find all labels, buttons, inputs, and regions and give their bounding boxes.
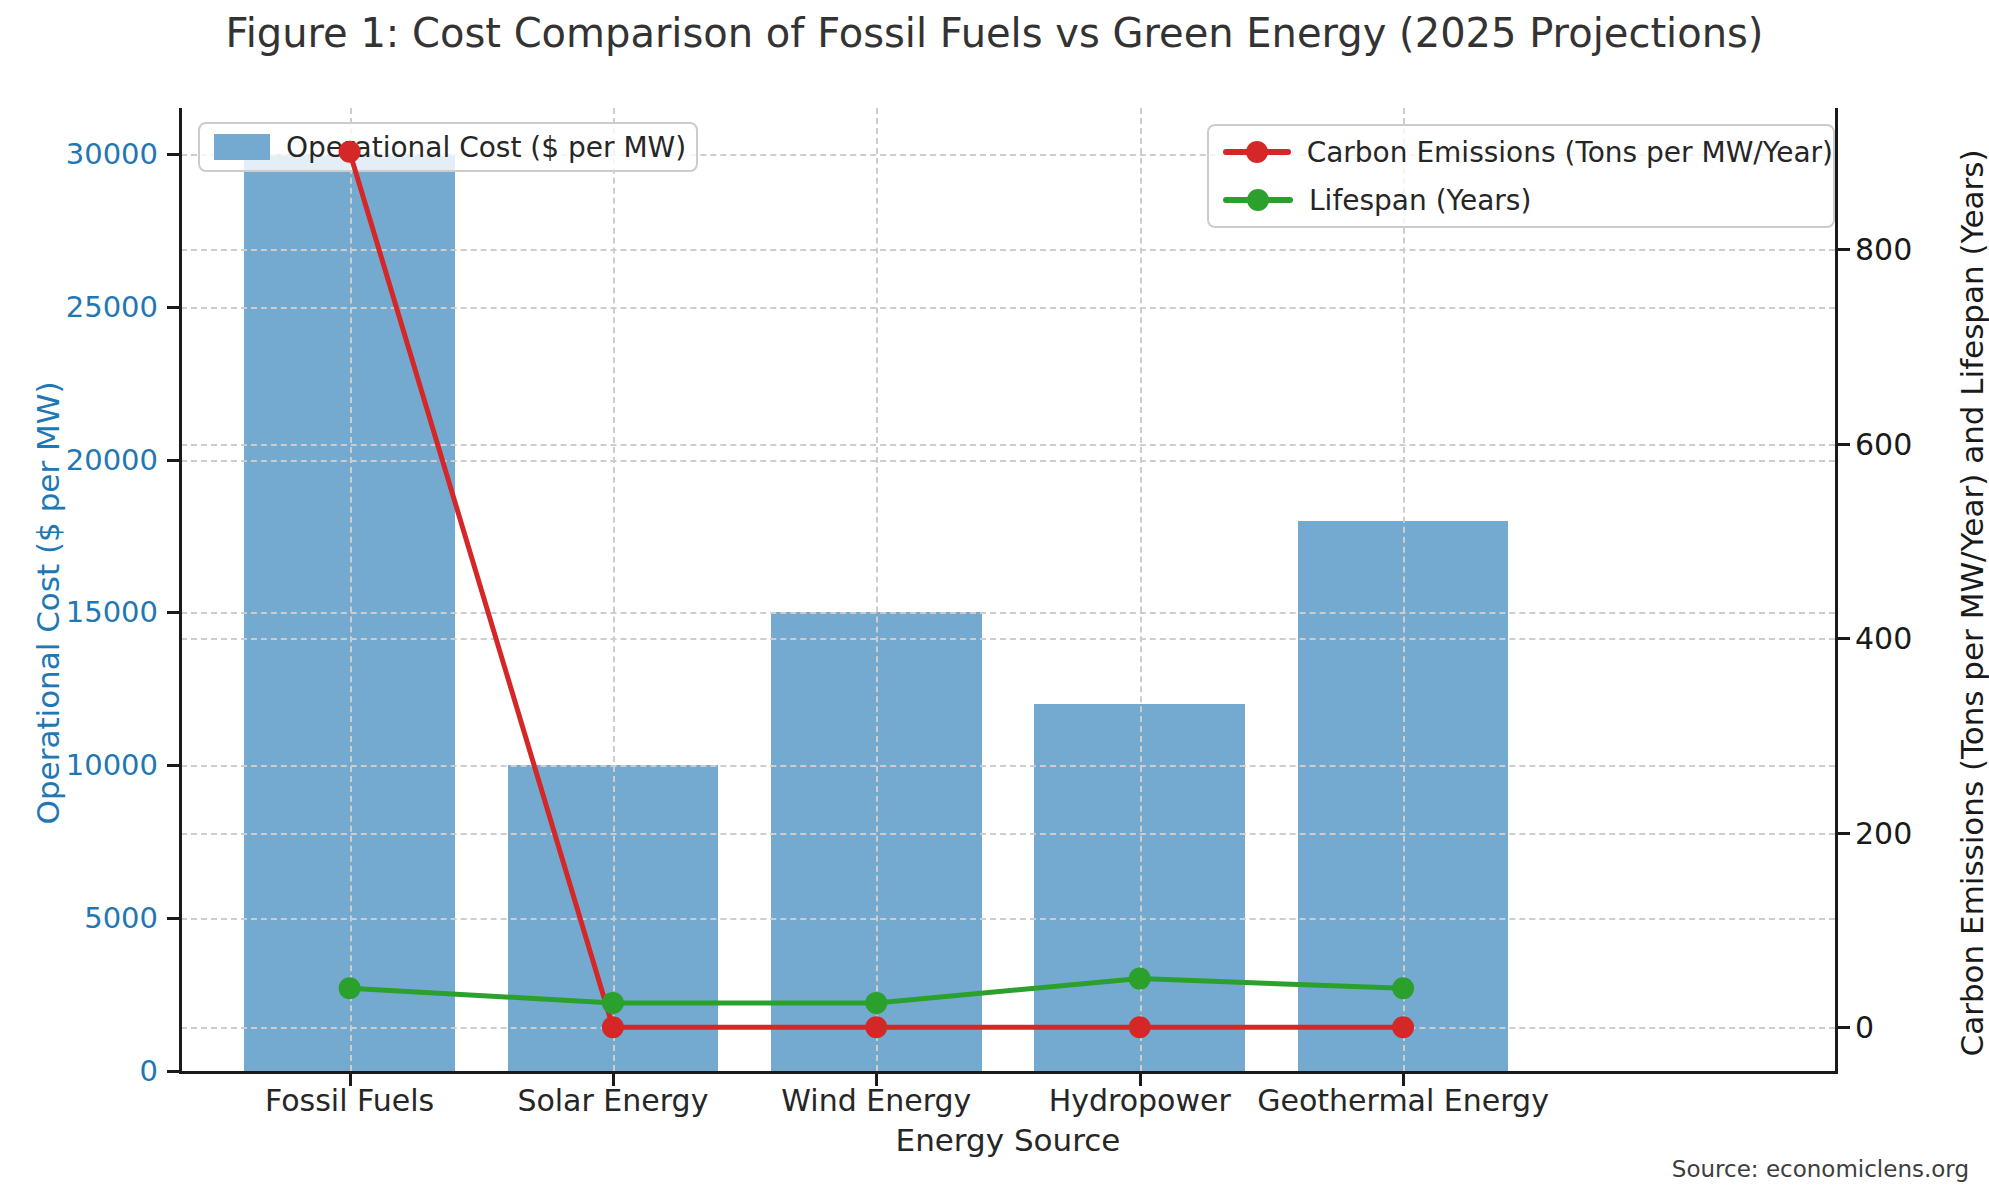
right-tick-0: [1838, 1026, 1850, 1029]
lifespan-legend-label: Lifespan (Years): [1309, 184, 1531, 217]
x-axis-title: Energy Source: [798, 1122, 1218, 1158]
lifespan-years-point-solar-energy: [602, 992, 624, 1014]
right-tick-label-0: 0: [1855, 1010, 1874, 1045]
left-tick-label-20000: 20000: [28, 443, 158, 477]
figure-canvas: Figure 1: Cost Comparison of Fossil Fuel…: [0, 0, 1989, 1197]
left-tick-label-25000: 25000: [28, 290, 158, 324]
carbon-emissions-legend-marker: [1223, 149, 1291, 155]
legend-row-lifespan: Lifespan (Years): [1223, 180, 1833, 220]
left-tick-label-15000: 15000: [28, 595, 158, 629]
left-tick-25000: [167, 306, 179, 309]
carbon-emissions-tons-per-mw-year-point-hydropower: [1129, 1016, 1151, 1038]
left-tick-0: [167, 1070, 179, 1073]
lifespan-legend-marker: [1223, 197, 1293, 203]
right-tick-label-600: 600: [1855, 426, 1912, 461]
legend-lines: Carbon Emissions (Tons per MW/Year) Life…: [1207, 124, 1835, 228]
x-tick-geothermal-energy: [1402, 1074, 1405, 1086]
left-tick-20000: [167, 459, 179, 462]
lifespan-years-point-geothermal-energy: [1392, 977, 1414, 999]
lifespan-years-point-fossil-fuels: [339, 977, 361, 999]
left-tick-5000: [167, 917, 179, 920]
lifespan-years-point-wind-energy: [865, 992, 887, 1014]
left-tick-30000: [167, 153, 179, 156]
right-y-axis-title: Carbon Emissions (Tons per MW/Year) and …: [1954, 63, 1989, 1143]
left-tick-label-10000: 10000: [28, 748, 158, 782]
lifespan-legend-dot: [1247, 189, 1269, 211]
carbon-emissions-tons-per-mw-year-point-geothermal-energy: [1392, 1016, 1414, 1038]
right-tick-400: [1838, 637, 1850, 640]
x-tick-hydropower: [1139, 1074, 1142, 1086]
left-tick-10000: [167, 764, 179, 767]
right-tick-label-200: 200: [1855, 815, 1912, 850]
carbon-emissions-tons-per-mw-year-point-solar-energy: [602, 1016, 624, 1038]
right-tick-600: [1838, 443, 1850, 446]
carbon-emissions-tons-per-mw-year-point-fossil-fuels: [339, 141, 361, 163]
carbon-emissions-tons-per-mw-year-line: [350, 152, 1404, 1027]
carbon-emissions-tons-per-mw-year-point-wind-energy: [865, 1016, 887, 1038]
legend-row-carbon: Carbon Emissions (Tons per MW/Year): [1223, 132, 1833, 172]
left-tick-label-0: 0: [28, 1054, 158, 1088]
lifespan-years-point-hydropower: [1129, 968, 1151, 990]
x-tick-wind-energy: [875, 1074, 878, 1086]
x-tick-solar-energy: [612, 1074, 615, 1086]
line-series-layer: [181, 108, 1835, 1071]
left-axis-spine: [179, 108, 182, 1074]
left-tick-label-5000: 5000: [28, 901, 158, 935]
source-attribution: Source: economiclens.org: [1672, 1156, 1969, 1182]
right-tick-800: [1838, 248, 1850, 251]
bottom-axis-spine: [179, 1071, 1838, 1074]
x-tick-label-geothermal-energy: Geothermal Energy: [1193, 1083, 1613, 1118]
right-tick-label-800: 800: [1855, 232, 1912, 267]
right-tick-label-400: 400: [1855, 621, 1912, 656]
chart-title: Figure 1: Cost Comparison of Fossil Fuel…: [0, 10, 1989, 56]
carbon-emissions-legend-dot: [1246, 141, 1268, 163]
x-tick-fossil-fuels: [349, 1074, 352, 1086]
right-tick-200: [1838, 832, 1850, 835]
right-axis-spine: [1835, 108, 1838, 1074]
left-tick-label-30000: 30000: [28, 137, 158, 171]
carbon-emissions-legend-label: Carbon Emissions (Tons per MW/Year): [1307, 136, 1833, 169]
left-tick-15000: [167, 611, 179, 614]
